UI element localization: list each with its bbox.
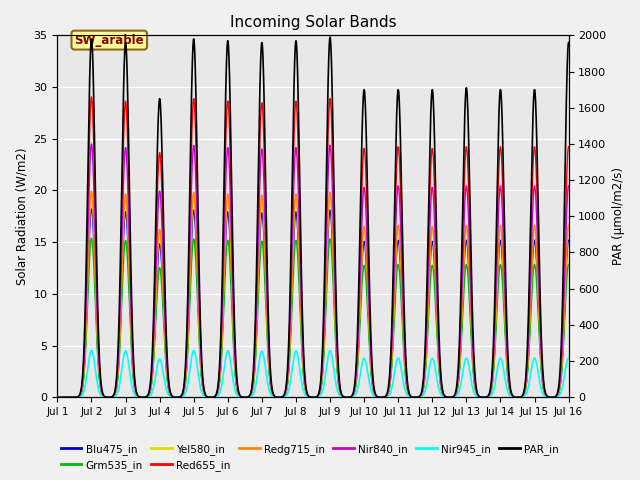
Text: SW_arable: SW_arable xyxy=(74,34,144,47)
Legend: Blu475_in, Grm535_in, Yel580_in, Red655_in, Redg715_in, Nir840_in, Nir945_in, PA: Blu475_in, Grm535_in, Yel580_in, Red655_… xyxy=(56,439,563,475)
Title: Incoming Solar Bands: Incoming Solar Bands xyxy=(230,15,396,30)
Y-axis label: Solar Radiation (W/m2): Solar Radiation (W/m2) xyxy=(15,147,28,285)
Y-axis label: PAR (μmol/m2/s): PAR (μmol/m2/s) xyxy=(612,168,625,265)
